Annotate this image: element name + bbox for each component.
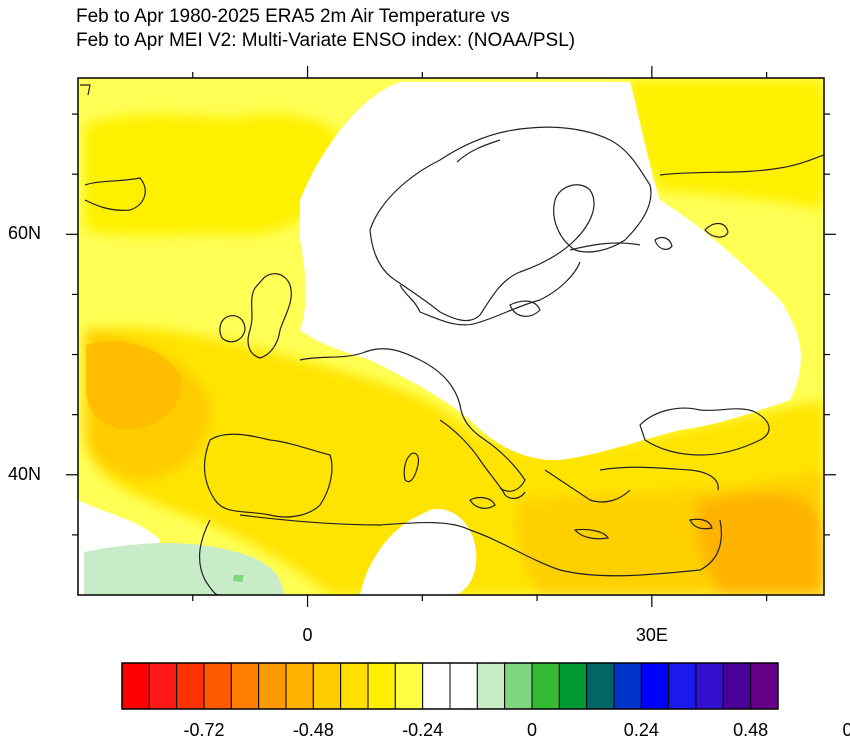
colorbar-swatch [394, 662, 424, 710]
axis-ticks [66, 66, 836, 607]
lon-label: 30E [635, 625, 668, 645]
coast-scandinavia [369, 126, 652, 322]
coast-north-africa-med [239, 514, 722, 577]
coastlines [80, 84, 824, 595]
chart-title-line-1: Feb to Apr 1980-2025 ERA5 2m Air Tempera… [76, 6, 510, 27]
colorbar [121, 662, 779, 710]
coast-gulf-finland [569, 242, 641, 251]
colorbar-tick-label: -0.24 [402, 720, 444, 740]
colorbar-swatch [476, 662, 506, 710]
field-near-zero-europe [300, 82, 801, 461]
colorbar-swatch [750, 662, 779, 710]
coast-morocco [199, 519, 219, 595]
colorbar-tick-label: 0.48 [733, 720, 769, 740]
field-near-zero-central-med [360, 509, 477, 595]
field-patch-barents [630, 80, 824, 210]
coast-lake-onega [654, 236, 673, 250]
colorbar-swatch [586, 662, 615, 710]
colorbar-tick-label: 0.24 [623, 720, 659, 740]
temperature-correlation-field [78, 78, 824, 595]
colorbar-swatch [367, 662, 396, 710]
colorbar-swatch [422, 662, 451, 710]
coast-great-britain [247, 273, 292, 359]
lat-label: 40N [8, 463, 42, 484]
coast-crete [573, 528, 609, 540]
field-patch-north-atlantic [85, 114, 350, 236]
colorbar-tick-label: -0.72 [183, 720, 225, 740]
coast-north-europe [399, 261, 581, 326]
colorbar-tick-label: 0.72 [842, 720, 850, 740]
colorbar-swatch [203, 662, 232, 710]
colorbar-swatch [312, 662, 342, 710]
colorbar-swatch [121, 662, 150, 710]
colorbar-tick-label: -0.48 [292, 720, 334, 740]
lat-label: 60N [8, 223, 42, 244]
colorbar-swatch [640, 662, 670, 710]
colorbar-swatch [531, 662, 560, 710]
colorbar-swatch [285, 662, 314, 710]
colorbar-frame [121, 662, 779, 710]
colorbar-swatch [722, 662, 752, 710]
lon-label: 0 [302, 625, 313, 645]
colorbar-swatch [695, 662, 724, 710]
coast-russia-north [659, 154, 824, 176]
colorbar-tick-label: 0 [526, 720, 538, 740]
colorbar-swatch [613, 662, 642, 710]
colorbar-swatch [668, 662, 697, 710]
field-green-spot [233, 575, 244, 582]
coast-anatolia-north [599, 466, 719, 491]
coast-cyprus [689, 518, 713, 530]
coast-black-sea [639, 407, 770, 456]
coast-corsica-sardinia [403, 452, 420, 483]
coast-white-sea [704, 222, 729, 238]
colorbar-swatch [258, 662, 287, 710]
plot-frame [77, 77, 825, 596]
colorbar-swatch [176, 662, 205, 710]
field-patch-middle-east [696, 492, 824, 595]
coast-baltic-island [509, 300, 541, 317]
field-patch-biscay [86, 341, 181, 430]
chart-title-line-2: Feb to Apr MEI V2: Multi-Variate ENSO in… [76, 30, 576, 51]
coast-greenland-tip [80, 84, 91, 96]
colorbar-swatch [148, 662, 178, 710]
coast-iceland [84, 177, 146, 211]
field-light-green-north-africa [84, 542, 285, 595]
coast-iberia [204, 433, 333, 518]
colorbar-swatch [230, 662, 260, 710]
coast-sicily [469, 496, 496, 509]
coast-ireland [219, 315, 246, 343]
coast-italy [439, 419, 526, 499]
colorbar-swatch [449, 662, 478, 710]
colorbar-swatch [504, 662, 533, 710]
coast-balkans [544, 469, 631, 503]
colorbar-swatch [558, 662, 588, 710]
coast-norway-north [456, 139, 501, 163]
coast-western-europe [299, 348, 526, 492]
colorbar-swatch [340, 662, 369, 710]
